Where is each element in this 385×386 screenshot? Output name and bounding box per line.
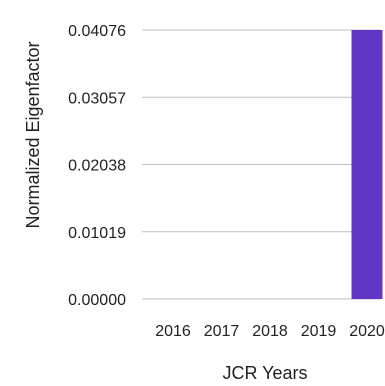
y-axis: 0.00000 0.01019 0.02038 0.03057 0.04076 — [68, 23, 380, 309]
x-tick-label: 2019 — [301, 323, 337, 340]
y-axis-title: Normalized Eigenfactor — [23, 41, 43, 228]
x-tick-label: 2018 — [252, 323, 288, 340]
y-tick-label: 0.01019 — [68, 225, 126, 242]
y-tick-label: 0.02038 — [68, 158, 126, 175]
bars-group — [351, 30, 383, 299]
y-tick-label: 0.03057 — [68, 90, 126, 107]
y-tick-label: 0.04076 — [68, 23, 126, 40]
y-tick-label: 0.00000 — [68, 292, 126, 309]
bar-2020[interactable] — [351, 30, 383, 299]
x-tick-label: 2020 — [349, 323, 385, 340]
x-tick-label: 2017 — [204, 323, 240, 340]
x-axis: 2016 2017 2018 2019 2020 — [155, 323, 385, 340]
x-axis-title: JCR Years — [222, 363, 307, 383]
x-tick-label: 2016 — [155, 323, 191, 340]
